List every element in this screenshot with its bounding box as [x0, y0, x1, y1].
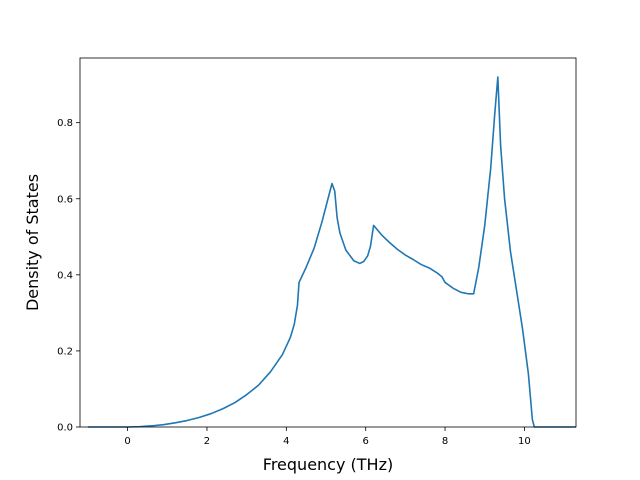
plot-area: [87, 76, 576, 428]
axes-frame: [79, 57, 577, 428]
y-tick-label: 0.4: [57, 270, 73, 281]
x-axis-label: Frequency (THz): [263, 455, 393, 474]
y-axis-label: Density of States: [23, 174, 42, 311]
axis-ticks: 0 2 4 6 8 10 0.0 0.2 0.4 0.6 0.8: [57, 118, 531, 447]
dos-series-line-0: [87, 76, 576, 428]
y-tick-label: 0.8: [57, 118, 73, 129]
x-tick-label: 10: [518, 436, 531, 447]
y-tick-label: 0.0: [57, 423, 73, 434]
x-tick-label: 2: [204, 436, 210, 447]
x-tick-label: 6: [363, 436, 369, 447]
y-tick-label: 0.2: [57, 346, 73, 357]
x-tick-label: 8: [442, 436, 448, 447]
x-tick-label: 4: [283, 436, 289, 447]
x-tick-label: 0: [124, 436, 130, 447]
y-tick-label: 0.6: [57, 194, 73, 205]
